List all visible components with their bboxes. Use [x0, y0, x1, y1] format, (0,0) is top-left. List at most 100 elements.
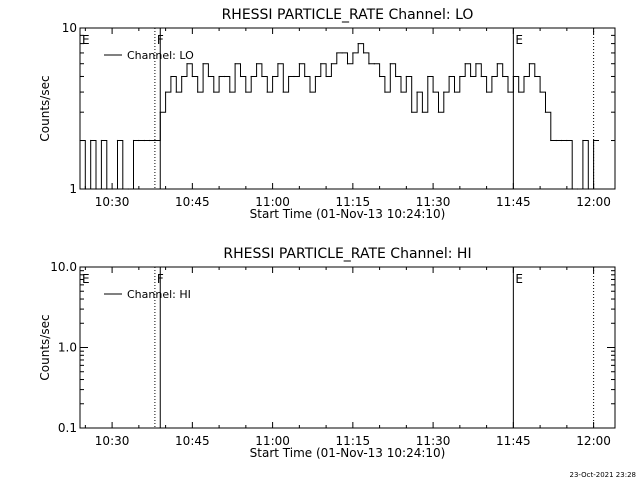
data-point [480, 75, 482, 78]
data-point [432, 91, 434, 93]
data-point [496, 63, 498, 65]
data-point [100, 139, 102, 142]
data-point [191, 75, 193, 78]
data-point [416, 91, 418, 93]
data-point [272, 75, 274, 78]
data-point [132, 139, 135, 142]
data-point [528, 63, 531, 65]
data-point [512, 75, 514, 78]
data-point [593, 139, 595, 142]
data-point [475, 63, 477, 65]
data-point [122, 188, 124, 190]
data-point [165, 91, 167, 93]
data-point [282, 91, 284, 93]
data-point [560, 139, 563, 142]
event-marker-label: E [515, 33, 523, 47]
data-point [116, 139, 119, 142]
data-point [534, 75, 536, 78]
data-point [170, 75, 172, 78]
data-point [400, 91, 402, 93]
x-tick-label: 11:15 [336, 195, 371, 209]
y-tick-label: 0.1 [58, 421, 77, 435]
data-point [379, 75, 381, 78]
data-point [566, 139, 568, 142]
data-point [582, 139, 584, 142]
data-point [138, 139, 140, 142]
event-marker-label: E [82, 33, 90, 47]
y-tick-label: 1.0 [58, 341, 77, 355]
x-tick-label: 12:00 [576, 434, 611, 448]
data-point [576, 188, 579, 190]
data-point [234, 63, 236, 65]
y-tick-label: 1 [69, 182, 77, 196]
x-axis-label: Start Time (01-Nov-13 10:24:10) [250, 207, 446, 221]
data-point [207, 75, 209, 78]
data-point [111, 188, 113, 190]
data-point [95, 188, 97, 190]
data-point [79, 139, 81, 142]
data-point [309, 91, 311, 93]
y-axis-label: Counts/sec [38, 314, 52, 380]
data-point [368, 63, 370, 65]
data-point [127, 188, 129, 190]
data-point [175, 91, 177, 93]
data-point [346, 63, 349, 65]
data-point [448, 75, 450, 78]
x-tick-label: 10:30 [95, 434, 130, 448]
data-point [223, 75, 226, 78]
x-axis-label: Start Time (01-Nov-13 10:24:10) [250, 446, 446, 460]
data-point [213, 91, 215, 93]
data-point [389, 63, 391, 65]
data-point [293, 75, 295, 78]
data-point [518, 91, 520, 93]
data-point [261, 75, 263, 78]
data-point [154, 139, 156, 142]
data-point [464, 63, 466, 65]
x-tick-label: 10:30 [95, 195, 130, 209]
x-tick-label: 11:00 [255, 434, 290, 448]
footer-timestamp: 23-Oct-2021 23:28 [569, 471, 636, 479]
data-point [362, 52, 365, 54]
data-point [373, 63, 375, 65]
legend-label: Channel: HI [127, 288, 191, 301]
data-point [502, 75, 504, 78]
x-tick-label: 11:00 [255, 195, 290, 209]
data-point [239, 75, 242, 78]
data-point [459, 75, 461, 78]
x-tick-label: 10:45 [175, 195, 210, 209]
data-point [523, 75, 525, 78]
series-line [80, 43, 599, 190]
data-point [539, 91, 541, 93]
data-point [453, 91, 456, 93]
data-point [186, 63, 188, 65]
data-point [304, 75, 306, 78]
data-point [288, 75, 290, 78]
x-tick-label: 11:15 [336, 434, 371, 448]
data-point [106, 188, 108, 190]
x-tick-label: 10:45 [175, 434, 210, 448]
x-tick-label: 11:30 [416, 195, 451, 209]
chart-hi: RHESSI PARTICLE_RATE Channel: HI 10:30 10:… [38, 246, 616, 460]
data-point [202, 63, 204, 65]
data-point [395, 75, 397, 78]
data-point [229, 91, 231, 93]
y-tick-label: 10.0 [50, 260, 77, 274]
x-tick-label: 11:45 [496, 195, 531, 209]
data-point [491, 75, 493, 78]
plot-frame [79, 27, 616, 190]
data-point [314, 75, 316, 78]
x-tick-label: 12:00 [576, 195, 611, 209]
chart-title: RHESSI PARTICLE_RATE Channel: HI [223, 246, 471, 262]
data-point [357, 43, 359, 45]
data-point [555, 139, 557, 142]
data-point [421, 111, 423, 113]
data-point [181, 75, 183, 78]
data-point [486, 91, 488, 93]
data-point [427, 75, 429, 78]
data-point [384, 91, 386, 93]
data-point [325, 75, 327, 78]
data-point [245, 91, 247, 93]
data-point [84, 188, 86, 190]
data-point [320, 63, 322, 65]
event-marker-label: E [82, 272, 90, 286]
